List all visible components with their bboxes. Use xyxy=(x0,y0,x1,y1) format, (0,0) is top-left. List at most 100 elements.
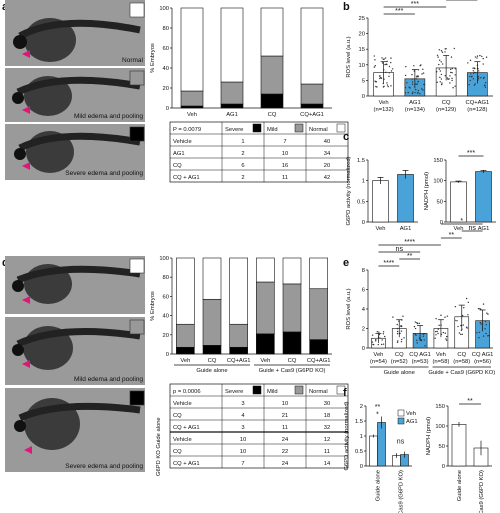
chart-f1-xtick-label: Guide alone xyxy=(376,470,382,501)
chart-d-bar-normal xyxy=(309,257,328,290)
chart-b-n-label: (n=132) xyxy=(374,107,394,113)
chart-b-dot xyxy=(440,78,443,80)
chart-d-bar-severe xyxy=(282,331,302,355)
caption-d-severe: Severe edema and pooling xyxy=(65,463,143,470)
chart-f1-ylabel: G6PD activity (normalized) xyxy=(344,401,350,470)
table-a-cell: 7 xyxy=(283,139,286,145)
chart-e-xtick-label: CQ AG1 xyxy=(472,352,494,358)
chart-e-n-label: (n=58) xyxy=(432,359,449,365)
chart-a-bar-severe xyxy=(220,103,244,109)
chart-e-dot xyxy=(380,343,383,346)
chart-b-dot xyxy=(413,65,415,67)
chart-e-dot xyxy=(438,324,440,327)
chart-b-dot xyxy=(437,56,439,58)
table-d-cell: 3 xyxy=(241,425,244,431)
chart-d-xtick-label: CQ xyxy=(288,358,297,364)
chart-b-dot xyxy=(386,63,388,66)
chart-e-dot xyxy=(465,297,468,300)
chart-d-bar-severe xyxy=(176,346,195,355)
chart-a-bar-severe xyxy=(180,105,204,109)
chart-e-dot xyxy=(467,301,470,303)
chart-a-ylabel: % Embryos xyxy=(150,43,156,73)
chart-e-sig-label: ns xyxy=(396,246,404,253)
chart-e-dot xyxy=(442,331,445,334)
chart-e-dot xyxy=(465,326,468,328)
chart-b-dot xyxy=(408,86,410,88)
chart-d-group-label: Guide alone xyxy=(196,368,227,374)
chart-c1-ytick-label: 0.5 xyxy=(357,199,365,205)
chart-e-dot xyxy=(462,324,464,326)
chart-b-dot xyxy=(417,80,420,83)
table-a-cell: 34 xyxy=(324,151,331,157)
chart-e-xtick-label: CQ xyxy=(457,352,466,358)
chart-e-sig-label: ** xyxy=(449,232,455,239)
chart-d-ytick-label: 60 xyxy=(163,294,169,300)
chart-b-dot xyxy=(467,62,469,64)
chart-b-dot xyxy=(406,82,408,84)
chart-b-dot xyxy=(411,73,413,76)
chart-b-dot xyxy=(473,84,476,86)
table-d-cell: 32 xyxy=(324,425,330,431)
chart-b-dot xyxy=(404,86,407,89)
chart-f-nadph: 0 50 100 150 NADPH (pmol) Guide alone Guide + … xyxy=(426,398,492,513)
chart-e-dot xyxy=(446,315,449,317)
caption-d-mild: Mild edema and pooling xyxy=(74,376,143,383)
chart-e-dot xyxy=(435,334,437,336)
chart-b-dot xyxy=(444,48,446,50)
chart-e-dot xyxy=(460,324,462,327)
caption-normal: Normal xyxy=(122,57,144,64)
chart-b-dot xyxy=(453,47,455,50)
chart-e-dot xyxy=(403,337,405,339)
chart-d-bar-mild xyxy=(282,283,302,333)
chart-b-dot xyxy=(422,68,424,71)
chart-d-bar-mild xyxy=(256,281,275,335)
chart-e-ytick-label: 2 xyxy=(362,327,365,333)
chart-b-dot xyxy=(484,86,487,88)
chart-b-dot xyxy=(405,65,407,68)
chart-d-bar-normal xyxy=(229,257,248,325)
table-d-cell: CQ + AG1 xyxy=(173,461,200,467)
table-a: P = 0.0079 Severe Mild Normal Vehicle 1 7 40 AG1… xyxy=(169,121,349,183)
chart-e-dot xyxy=(372,343,374,346)
table-d-header-cell: Normal xyxy=(309,389,328,395)
chart-f2-ytick-label: 100 xyxy=(435,424,445,430)
panel-d-images: Mild edema and pooling Severe edema and … xyxy=(5,256,145,472)
chart-b-dot xyxy=(450,71,452,74)
chart-e-dot xyxy=(446,335,448,338)
chart-d-ytick-label: 80 xyxy=(163,275,169,281)
chart-e-dot xyxy=(399,325,402,327)
chart-b-dot xyxy=(451,77,453,80)
chart-e-dot xyxy=(399,332,401,335)
chart-b-dot xyxy=(483,76,485,79)
chart-f1-legend-swatch xyxy=(397,409,405,417)
chart-d-bar-mild xyxy=(229,323,248,348)
chart-b-dot xyxy=(417,69,420,71)
chart-a-stacked: 0 20 40 60 80 100 % Embryos Veh AG1 CQ CQ+AG1 xyxy=(150,6,332,118)
chart-c1-xtick-label: Veh xyxy=(376,226,386,232)
chart-e-n-label: (n=52) xyxy=(391,359,408,365)
chart-b-dot xyxy=(388,65,391,68)
chart-d-bar-mild xyxy=(176,323,195,348)
chart-b-xtick-label: CQ+AG1 xyxy=(466,100,490,106)
chart-e-dot xyxy=(485,324,487,326)
table-a-cell: 2 xyxy=(241,151,244,157)
chart-b-dot xyxy=(390,61,392,64)
chart-e-dot xyxy=(397,340,399,342)
chart-b-dot xyxy=(414,91,416,94)
chart-b-dot xyxy=(454,68,457,70)
chart-e-dot xyxy=(480,323,482,325)
chart-f-g6pd: 0 0.5 1 1.5 2 G6PD activity (normalized) Guide… xyxy=(344,401,418,513)
swatch-d-normal xyxy=(129,258,145,274)
chart-c-nadph: 0 50 100 150 NADPH (pmol) Veh AG1 *** xyxy=(424,150,496,232)
chart-e-dot xyxy=(402,315,404,317)
chart-a-bar-mild xyxy=(220,81,244,105)
chart-b-dot xyxy=(439,76,441,79)
chart-b-dot xyxy=(422,72,425,74)
panel-a-images: Normal Mild edema and pooling Severe ede… xyxy=(5,0,145,180)
table-d-cell: 10 xyxy=(240,449,246,455)
table-a-header-cell: Severe xyxy=(225,127,243,133)
chart-e-dot xyxy=(396,330,399,333)
chart-e-sig-label: * xyxy=(460,218,463,225)
chart-b-dot xyxy=(473,71,476,74)
